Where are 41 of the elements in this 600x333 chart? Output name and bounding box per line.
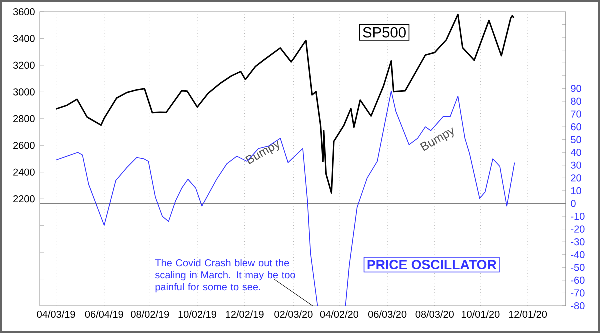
y2-tick-label: -70: [571, 290, 585, 297]
y-tick-label: 2200: [14, 196, 35, 203]
y-tick-label: 3600: [13, 8, 35, 16]
x-tick-label: 02/03/20: [274, 310, 313, 318]
y2-tick-label: -30: [571, 238, 585, 246]
y2-tick-label: 70: [571, 110, 582, 118]
x-tick-label: 10/01/20: [462, 310, 500, 318]
x-tick-label: 12/01/20: [509, 310, 548, 318]
x-tick-label: 06/03/20: [368, 310, 407, 318]
y2-tick-label: -60: [571, 276, 585, 284]
y2-tick-label: 90: [571, 85, 582, 92]
x-tick-label: 08/02/19: [131, 310, 170, 318]
y2-tick-label: 30: [571, 162, 582, 169]
y-tick-label: 3000: [13, 88, 35, 96]
x-tick-label: 12/02/19: [226, 310, 264, 318]
x-tick-label: 10/02/19: [178, 310, 216, 318]
y2-tick-label: 80: [571, 98, 582, 106]
x-tick-label: 06/04/19: [85, 310, 124, 318]
y-tick-label: 3400: [13, 35, 35, 42]
y2-tick-label: 60: [571, 124, 582, 131]
y2-tick-label: 50: [571, 136, 582, 144]
annotation: The Covid Crash blew out the scaling in March. It may be too painful for some to see.: [155, 259, 296, 293]
y-tick-label: 3200: [13, 62, 35, 70]
y2-tick-label: 10: [571, 187, 582, 195]
y2-tick-label: -50: [571, 264, 585, 272]
y2-tick-label: 40: [570, 149, 582, 156]
y-tick-label: 2800: [14, 115, 35, 122]
x-tick-label: 08/03/20: [416, 310, 454, 318]
series-label: SP500: [363, 27, 406, 38]
y2-tick-label: 20: [571, 174, 582, 182]
y-tick-label: 2600: [14, 142, 35, 150]
y2-tick-label: -80: [571, 302, 585, 310]
y2-tick-label: -10: [571, 212, 585, 220]
y2-tick-label: -20: [571, 226, 585, 233]
y2-tick-label: -40: [571, 251, 585, 258]
x-tick-label: 04/03/19: [37, 310, 76, 318]
y-tick-label: 2400: [14, 168, 35, 176]
y2-tick-label: 0: [571, 200, 576, 208]
x-tick-label: 04/02/20: [320, 310, 359, 318]
series-label: PRICE OSCILLATOR: [368, 260, 497, 270]
line-series: [56, 14, 515, 194]
